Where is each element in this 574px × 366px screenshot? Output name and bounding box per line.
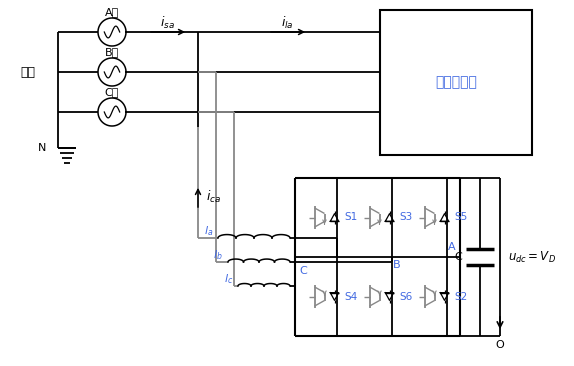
Text: A: A (448, 242, 456, 252)
Text: $l_a$: $l_a$ (204, 224, 213, 238)
Text: A相: A相 (105, 7, 119, 17)
Text: $l_b$: $l_b$ (214, 248, 223, 262)
Text: $i_{ca}$: $i_{ca}$ (206, 189, 221, 205)
Text: S4: S4 (344, 291, 358, 302)
Text: $i_{la}$: $i_{la}$ (281, 15, 293, 31)
Text: S2: S2 (455, 291, 468, 302)
Text: O: O (495, 340, 505, 350)
Text: $l_c$: $l_c$ (224, 272, 233, 286)
Text: C: C (299, 266, 307, 276)
Bar (380, 10, 532, 155)
Text: 电源: 电源 (20, 66, 35, 78)
Text: C相: C相 (105, 87, 119, 97)
Text: $i_{sa}$: $i_{sa}$ (160, 15, 174, 31)
Text: 非线性负载: 非线性负载 (435, 75, 477, 90)
Text: S1: S1 (344, 213, 358, 223)
Text: C: C (454, 252, 462, 262)
Text: N: N (38, 143, 46, 153)
Text: S6: S6 (400, 291, 413, 302)
Text: B相: B相 (105, 47, 119, 57)
Text: $u_{dc}=V_D$: $u_{dc}=V_D$ (508, 250, 556, 265)
Text: S3: S3 (400, 213, 413, 223)
Text: B: B (393, 260, 400, 270)
Text: S5: S5 (455, 213, 468, 223)
